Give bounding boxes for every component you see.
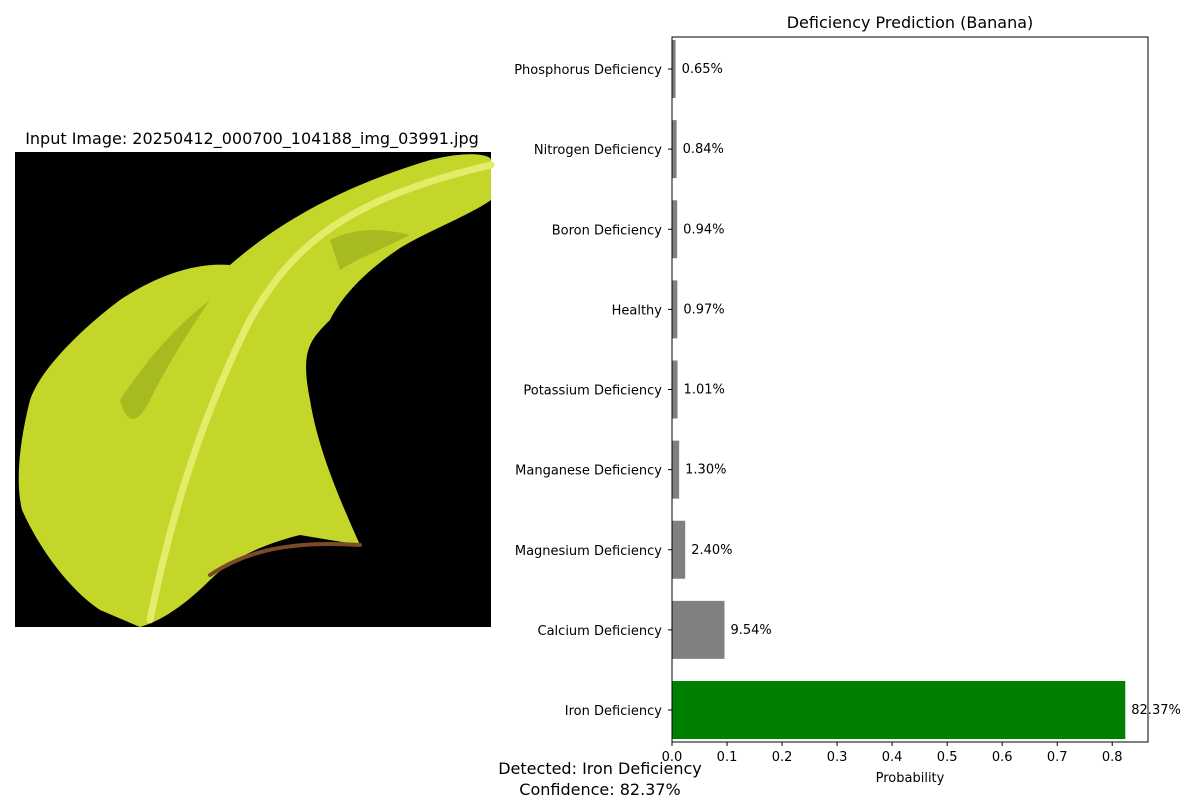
- bar-potassium-deficiency: [672, 360, 678, 419]
- x-axis-label: Probability: [876, 771, 945, 786]
- bars-layer: [672, 40, 1126, 739]
- confidence-label: Confidence: 82.37%: [519, 780, 680, 799]
- x-tick-label: 0.2: [772, 750, 793, 765]
- bar-value-label: 1.30%: [685, 463, 726, 478]
- bar-value-label: 82.37%: [1131, 703, 1181, 718]
- bar-value-label: 0.65%: [682, 62, 723, 77]
- bar-value-label: 0.97%: [683, 302, 724, 317]
- x-tick-label: 0.8: [1102, 750, 1123, 765]
- bar-manganese-deficiency: [672, 440, 680, 499]
- x-tick-label: 0.4: [882, 750, 903, 765]
- y-tick-label: Boron Deficiency: [552, 223, 663, 238]
- plot-frame: [671, 36, 1149, 743]
- y-axis-ticks: Iron Deficiency Calcium Deficiency Magnesi…: [514, 63, 672, 719]
- x-tick-label: 0.1: [717, 750, 738, 765]
- leaf-blade: [18, 154, 492, 627]
- y-tick-label: Potassium Deficiency: [523, 384, 662, 399]
- bar-value-label: 1.01%: [684, 383, 725, 398]
- x-axis-ticks: 0.0 0.1 0.2 0.3 0.4 0.5 0.6 0.7 0.8: [662, 742, 1123, 765]
- bar-nitrogen-deficiency: [672, 120, 677, 179]
- bar-value-label: 0.94%: [683, 222, 724, 237]
- y-tick-label: Iron Deficiency: [565, 704, 663, 719]
- y-tick-label: Manganese Deficiency: [515, 464, 662, 479]
- leaf-shadow: [330, 230, 410, 270]
- chart-title: Deficiency Prediction (Banana): [787, 13, 1034, 32]
- bar-value-label: 0.84%: [683, 142, 724, 157]
- leaf-dry-edge: [208, 542, 362, 577]
- input-image: [15, 152, 495, 627]
- detected-label: Detected: Iron Deficiency: [498, 759, 702, 778]
- y-tick-label: Magnesium Deficiency: [515, 544, 662, 559]
- image-title: Input Image: 20250412_000700_104188_img_…: [25, 129, 479, 149]
- leaf-midrib: [146, 161, 495, 624]
- y-tick-label: Nitrogen Deficiency: [534, 143, 662, 158]
- x-tick-label: 0.7: [1047, 750, 1068, 765]
- x-tick-label: 0.5: [937, 750, 958, 765]
- prediction-chart: Deficiency Prediction (Banana) 82.37% 9.5…: [514, 13, 1181, 786]
- banana-leaf-illustration: [18, 154, 495, 627]
- y-tick-label: Calcium Deficiency: [538, 624, 663, 639]
- bar-value-label: 9.54%: [730, 623, 771, 638]
- y-tick-label: Phosphorus Deficiency: [514, 63, 662, 78]
- bar-healthy: [672, 280, 678, 339]
- bar-magnesium-deficiency: [672, 520, 686, 579]
- y-tick-label: Healthy: [612, 303, 663, 318]
- bar-boron-deficiency: [672, 200, 678, 259]
- bar-value-label: 2.40%: [691, 543, 732, 558]
- x-tick-label: 0.3: [827, 750, 848, 765]
- bar-phosphorus-deficiency: [672, 40, 676, 98]
- leaf-shadow: [120, 300, 210, 419]
- bar-calcium-deficiency: [672, 600, 725, 659]
- bar-iron-deficiency: [672, 681, 1126, 739]
- x-tick-label: 0.0: [662, 750, 683, 765]
- x-tick-label: 0.6: [992, 750, 1013, 765]
- value-labels-layer: 82.37% 9.54% 2.40% 1.30% 1.01% 0.97% 0.94% 0.84…: [682, 62, 1181, 718]
